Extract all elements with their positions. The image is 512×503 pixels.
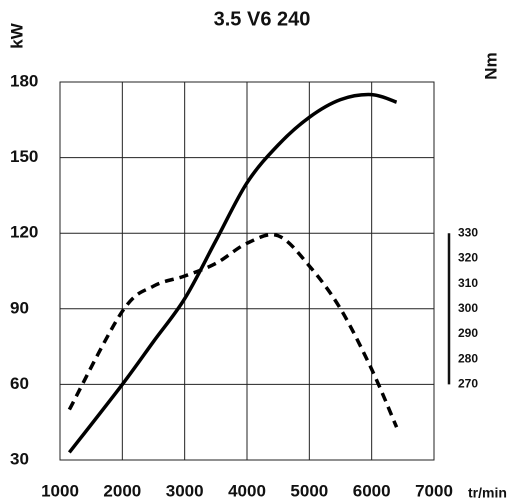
y2-tick-label: 320 [458,251,478,265]
y2-tick-label: 270 [458,377,478,391]
x-tick-label: 2000 [103,481,141,500]
chart-title: 3.5 V6 240 [214,8,311,30]
power-line [67,92,398,454]
y-tick-label: 60 [10,374,29,393]
x-tick-label: 6000 [353,481,391,500]
x-tick-label: 4000 [228,481,266,500]
y-tick-label: 150 [10,147,38,166]
y2-tick-label: 290 [458,326,478,340]
y-tick-label: 120 [10,223,38,242]
x-axis-label: tr/min [468,485,507,501]
x-tick-label: 5000 [290,481,328,500]
x-tick-label: 1000 [41,481,79,500]
y2-tick-label: 330 [458,225,478,239]
y2-axis-label: Nm [481,52,500,79]
y2-tick-label: 280 [458,351,478,365]
x-tick-label: 3000 [166,481,204,500]
y-axis-label: kW [7,22,26,48]
torque-line [67,232,399,428]
y2-tick-label: 310 [458,276,478,290]
y-tick-label: 30 [10,449,29,468]
x-tick-label: 7000 [415,481,453,500]
y-tick-label: 90 [10,298,29,317]
y2-tick-label: 300 [458,301,478,315]
y-tick-label: 180 [10,71,38,90]
